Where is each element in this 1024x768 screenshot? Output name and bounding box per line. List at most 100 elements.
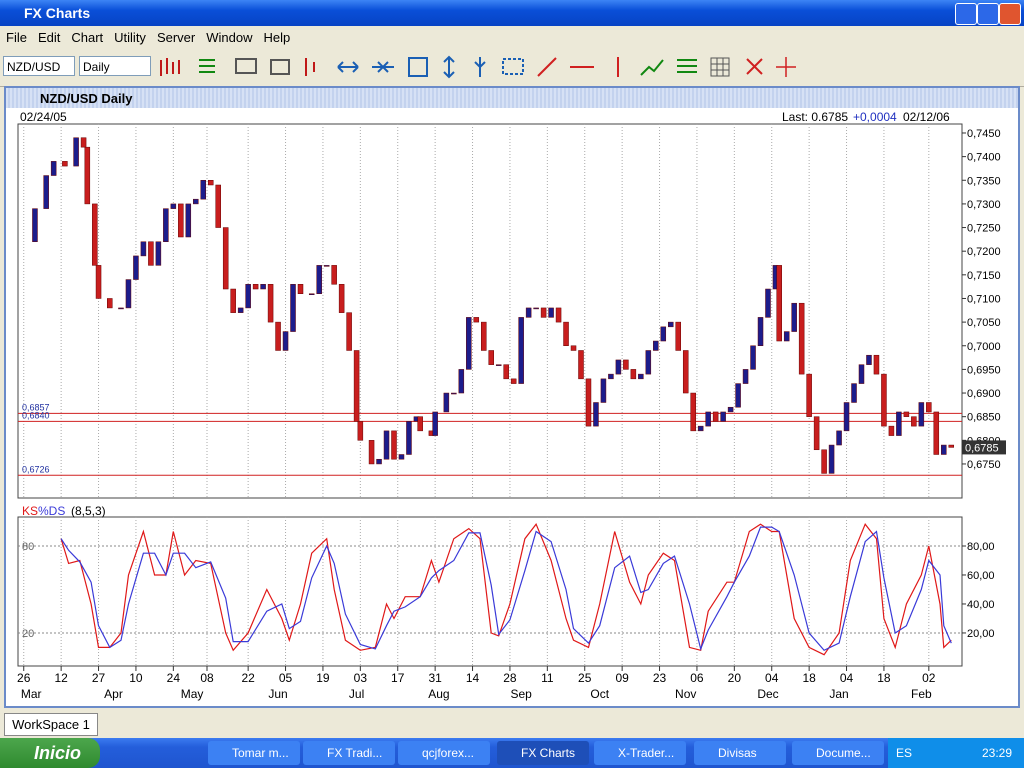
candle-body [896, 411, 902, 436]
candle-body [215, 184, 221, 228]
task-button[interactable]: FX Tradi... [303, 741, 395, 765]
x-tick-label: 18 [802, 671, 816, 685]
candle-body [473, 317, 480, 323]
y-tick-label: 20,00 [967, 628, 995, 640]
tool-candles[interactable] [160, 58, 180, 76]
task-button[interactable]: Docume... [792, 741, 884, 765]
x-tick-label: 08 [200, 671, 214, 685]
candle-body [948, 444, 955, 448]
candle-body [140, 241, 147, 257]
tool-grid[interactable] [710, 57, 730, 77]
candle-body [193, 198, 199, 205]
workspace-tab[interactable]: WorkSpace 1 [4, 713, 98, 736]
language[interactable]: ES [896, 746, 913, 760]
task-button[interactable]: X-Trader... [594, 741, 686, 765]
stochastic-panel [17, 516, 963, 667]
candle-body [660, 326, 667, 342]
x-tick-label: 26 [17, 671, 31, 685]
candle-body [697, 425, 704, 432]
y-tick-label: 40,00 [967, 599, 995, 611]
candle-body [776, 265, 782, 342]
tool-delete[interactable] [746, 58, 763, 75]
x-tick-label: 03 [354, 671, 368, 685]
x-tick-label: 19 [316, 671, 330, 685]
candle-body [600, 378, 607, 403]
x-tick-label: 06 [690, 671, 704, 685]
price-panel [17, 123, 963, 499]
candle-body [207, 180, 214, 186]
candle-body [237, 307, 244, 313]
tool-vzoom[interactable] [443, 55, 455, 79]
menu-item[interactable]: Edit [37, 30, 61, 45]
candle-body [645, 350, 652, 375]
maximize-button[interactable] [977, 3, 999, 25]
tool-trendline[interactable] [537, 57, 557, 77]
candle-body [585, 378, 592, 427]
task-button[interactable]: FX Charts [497, 741, 589, 765]
y-tick-label: 0,7300 [967, 199, 1001, 211]
tool-fit[interactable] [408, 57, 428, 77]
menu-item[interactable]: Server [156, 30, 196, 45]
tool-select[interactable] [502, 58, 524, 75]
menu-item[interactable]: Utility [114, 30, 146, 45]
x-tick-label: 10 [129, 671, 143, 685]
task-button[interactable]: qcjforex... [398, 741, 490, 765]
y-tick-label: 0,7400 [967, 152, 1001, 164]
candle-body [525, 307, 532, 318]
candle-body [267, 284, 274, 323]
menu-item[interactable]: Chart [71, 30, 104, 45]
candle-body [712, 411, 719, 422]
candle-body [623, 359, 629, 370]
y-tick-label: 80,00 [967, 541, 995, 553]
candle-body [540, 307, 547, 318]
tool-print-preview[interactable] [235, 58, 257, 74]
menu-item[interactable]: Help [263, 30, 291, 45]
x-tick-label: 18 [877, 671, 891, 685]
x-tick-label: 24 [167, 671, 181, 685]
tool-bars[interactable] [305, 58, 315, 76]
candle-body [851, 383, 857, 403]
candle-body [43, 175, 49, 209]
candle-body [260, 284, 266, 290]
candle-body [765, 288, 771, 318]
tool-crosshair[interactable] [776, 57, 796, 77]
tool-indicator[interactable] [640, 59, 664, 76]
candle-body [357, 421, 364, 441]
indicator-line [60, 523, 952, 656]
tool-zoom-in[interactable] [372, 61, 394, 73]
y-tick-label: 0,7250 [967, 223, 1001, 235]
symbol-select[interactable]: NZD/USD [3, 56, 75, 76]
candle-body [383, 430, 390, 460]
tool-print[interactable] [270, 59, 290, 75]
x-tick-label: 14 [466, 671, 480, 685]
candle-body [813, 416, 820, 451]
x-tick-label: 04 [840, 671, 854, 685]
candle-body [791, 302, 797, 332]
system-tray: ES 23:29 [888, 738, 1024, 768]
month-label: Apr [104, 687, 123, 701]
period-select[interactable]: Daily [79, 56, 151, 76]
tool-list[interactable] [199, 59, 215, 73]
candle-body [163, 208, 169, 242]
candle-body [881, 373, 887, 427]
start-button[interactable]: Inicio [0, 738, 100, 768]
tool-vshrink[interactable] [474, 57, 486, 77]
month-label: May [181, 687, 204, 701]
candle-body [533, 307, 539, 310]
tool-zoom-out[interactable] [337, 61, 359, 73]
candle-body [391, 430, 397, 460]
task-button[interactable]: Tomar m... [208, 741, 300, 765]
minimize-button[interactable] [955, 3, 977, 25]
candle-body [750, 345, 756, 370]
menu-item[interactable]: Window [206, 30, 253, 45]
title-bar: FX Charts [0, 0, 1024, 26]
tool-channel[interactable] [677, 59, 697, 73]
close-button[interactable] [999, 3, 1021, 25]
menu-item[interactable]: File [6, 30, 27, 45]
task-button[interactable]: Divisas [694, 741, 786, 765]
candle-body [331, 265, 337, 285]
y-tick-label: 0,6750 [967, 459, 1001, 471]
candle-body [926, 402, 932, 413]
candle-body [185, 203, 192, 238]
candle-body [148, 241, 154, 266]
